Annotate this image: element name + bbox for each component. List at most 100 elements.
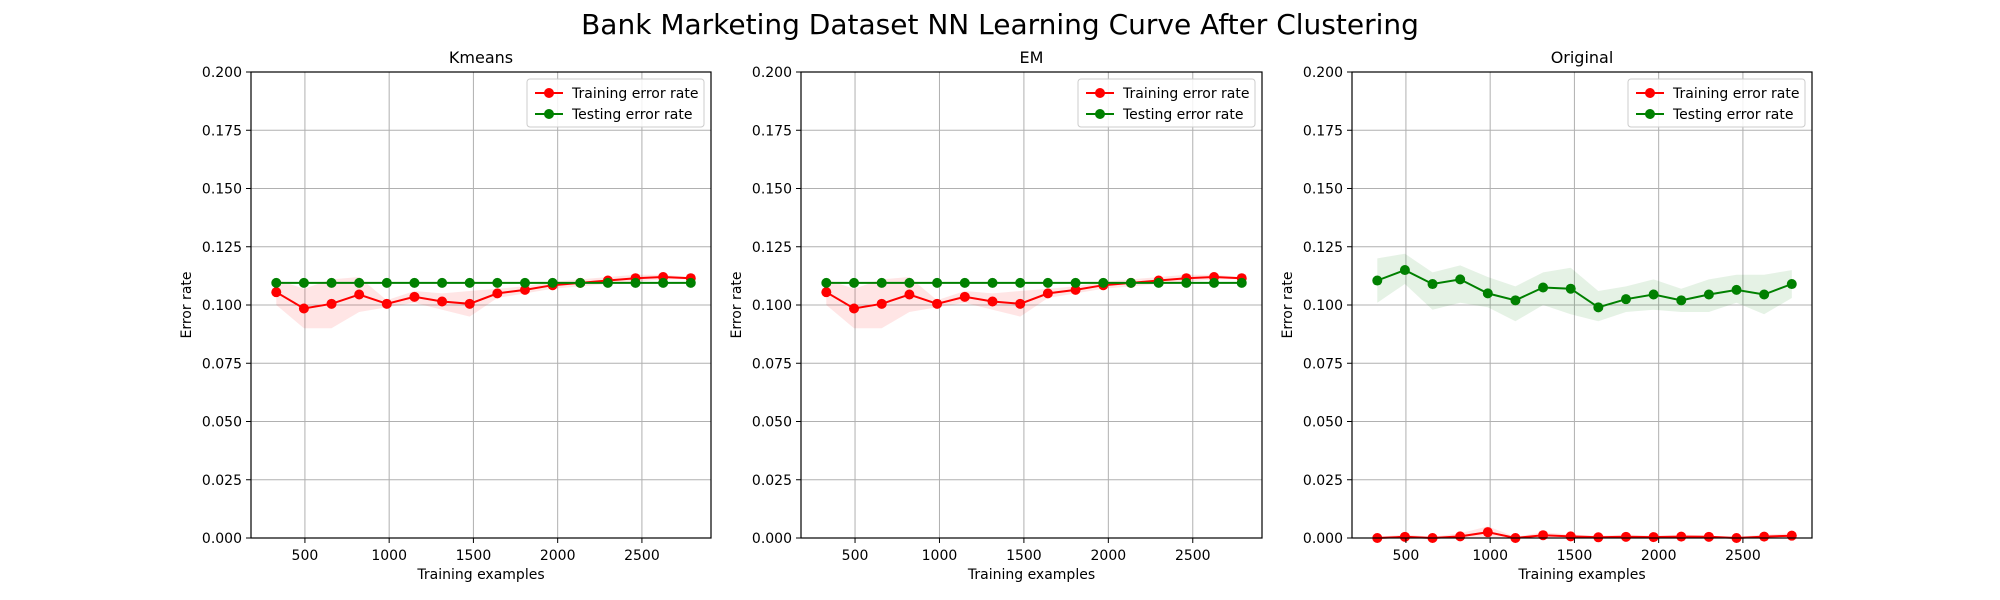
- data-point: [1042, 277, 1053, 288]
- data-point: [1538, 282, 1549, 293]
- data-point: [685, 277, 696, 288]
- data-point: [1482, 527, 1493, 538]
- x-tick-label: 500: [1393, 548, 1420, 564]
- data-point: [381, 277, 392, 288]
- data-point: [519, 284, 530, 295]
- data-point: [464, 277, 475, 288]
- data-point: [464, 298, 475, 309]
- subplot-container: 500 1000 1500 2000 2500 0.000 0.025 0.050 0.075 0…: [179, 48, 1813, 583]
- data-point: [409, 291, 420, 302]
- data-point: [1125, 277, 1136, 288]
- data-point: [492, 277, 503, 288]
- data-point: [437, 296, 448, 307]
- y-tick-label: 0.175: [202, 123, 242, 139]
- data-point: [987, 277, 998, 288]
- x-tick-label: 2500: [624, 548, 660, 564]
- data-point: [630, 277, 641, 288]
- legend-entry: Testing error rate: [571, 107, 692, 123]
- y-tick-label: 0.100: [752, 298, 792, 314]
- subplot-title: Original: [1551, 48, 1614, 67]
- y-tick-label: 0.200: [752, 65, 792, 81]
- data-point: [959, 277, 970, 288]
- legend-box: [526, 78, 705, 128]
- data-point: [575, 277, 586, 288]
- data-point: [1676, 295, 1687, 306]
- series-line: [825, 275, 1242, 310]
- subplot-kmeans: 500 1000 1500 2000 2500 0.000 0.025 0.050 0.075 0…: [179, 48, 712, 583]
- data-point: [1015, 277, 1026, 288]
- y-tick-label: 0.025: [202, 473, 242, 489]
- series-line: [1376, 269, 1793, 309]
- data-point: [1399, 531, 1410, 542]
- legend-box: [1077, 78, 1256, 128]
- legend-swatch-marker: [544, 109, 554, 119]
- y-tick-label: 0.050: [752, 415, 792, 431]
- data-point: [1786, 279, 1797, 290]
- legend-swatch-marker: [1095, 109, 1105, 119]
- confidence-band: [1377, 253, 1792, 322]
- y-tick-label: 0.050: [202, 415, 242, 431]
- data-point: [1593, 302, 1604, 313]
- data-point: [1209, 277, 1220, 288]
- x-tick-label: 2000: [1091, 548, 1127, 564]
- x-tick-label: 2000: [1641, 548, 1677, 564]
- legend-entry: Training error rate: [571, 86, 698, 102]
- data-point: [849, 303, 860, 314]
- x-tick-label: 1000: [1472, 548, 1508, 564]
- data-point: [987, 296, 998, 307]
- confidence-band: [1377, 526, 1792, 538]
- legend-entry: Training error rate: [1122, 86, 1249, 102]
- data-point: [1042, 288, 1053, 299]
- y-tick-label: 0.025: [752, 473, 792, 489]
- data-point: [1181, 277, 1192, 288]
- data-point: [409, 277, 420, 288]
- y-tick-label: 0.200: [202, 65, 242, 81]
- y-axis-label: Error rate: [729, 271, 745, 338]
- data-point: [381, 298, 392, 309]
- subplot-original: 500 1000 1500 2000 2500 0.000 0.025 0.050 0.075 0…: [1280, 48, 1813, 583]
- data-point: [1427, 279, 1438, 290]
- data-point: [1703, 531, 1714, 542]
- y-tick-label: 0.125: [202, 240, 242, 256]
- legend-entry: Testing error rate: [1122, 107, 1243, 123]
- y-tick-label: 0.075: [752, 356, 792, 372]
- legend-box: [1627, 78, 1806, 128]
- x-tick-label: 1500: [1006, 548, 1042, 564]
- y-tick-label: 0.100: [1303, 298, 1343, 314]
- data-point: [1455, 274, 1466, 285]
- subplot-title: EM: [1020, 48, 1044, 67]
- y-tick-label: 0.000: [1303, 531, 1343, 547]
- data-point: [1153, 277, 1164, 288]
- data-point: [932, 277, 943, 288]
- data-point: [849, 277, 860, 288]
- x-tick-label: 500: [292, 548, 319, 564]
- legend: Training error rate Testing error rate: [1077, 78, 1256, 128]
- data-point: [354, 289, 365, 300]
- data-point: [1786, 530, 1797, 541]
- data-point: [547, 277, 558, 288]
- data-point: [298, 303, 309, 314]
- x-tick-label: 1500: [1557, 548, 1593, 564]
- x-tick-label: 1000: [922, 548, 958, 564]
- data-point: [821, 287, 832, 298]
- data-point: [1372, 275, 1383, 286]
- data-point: [1648, 289, 1659, 300]
- data-point: [959, 291, 970, 302]
- data-point: [876, 277, 887, 288]
- confidence-band: [276, 274, 691, 329]
- x-axis-label: Training examples: [416, 567, 544, 583]
- y-tick-label: 0.175: [752, 123, 792, 139]
- subplot-em: 500 1000 1500 2000 2500 0.000 0.025 0.050 0.075 0…: [729, 48, 1263, 583]
- x-tick-label: 2500: [1175, 548, 1211, 564]
- y-tick-label: 0.075: [1303, 356, 1343, 372]
- data-point: [1648, 532, 1659, 543]
- x-axis-label: Training examples: [1517, 567, 1645, 583]
- data-point: [326, 277, 337, 288]
- y-tick-label: 0.125: [752, 240, 792, 256]
- data-point: [1015, 298, 1026, 309]
- y-axis-label: Error rate: [179, 271, 195, 338]
- x-tick-label: 1000: [371, 548, 407, 564]
- data-point: [1510, 295, 1521, 306]
- y-tick-label: 0.050: [1303, 415, 1343, 431]
